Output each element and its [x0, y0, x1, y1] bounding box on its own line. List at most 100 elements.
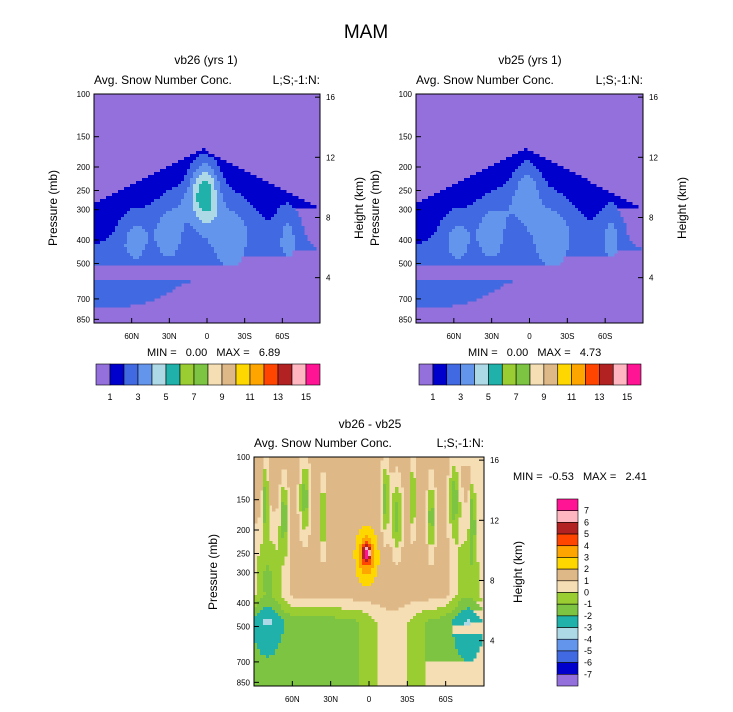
- contour-cell: [416, 235, 432, 239]
- contour-cell: [452, 502, 459, 506]
- colorbar-label: 9: [541, 392, 546, 402]
- contour-cell: [437, 523, 447, 527]
- contour-cell: [467, 619, 471, 623]
- contour-cell: [353, 598, 429, 602]
- contour-cell: [326, 559, 357, 563]
- contour-cell: [263, 493, 267, 497]
- contour-cell: [308, 541, 321, 545]
- contour-cell: [428, 535, 435, 539]
- contour-cell: [407, 661, 426, 665]
- colorbar-box: [460, 363, 475, 386]
- x-tick-label: 60N: [446, 332, 461, 341]
- contour-cell: [398, 562, 429, 566]
- contour-cell: [392, 532, 402, 536]
- contour-cell: [386, 484, 390, 488]
- y-axis-title: Pressure (mb): [206, 534, 220, 610]
- colorbar-box: [235, 363, 251, 386]
- contour-cell: [407, 643, 426, 647]
- x-tick-label: 0: [527, 332, 532, 341]
- contour-cell: [446, 187, 498, 191]
- colorbar-box: [571, 363, 586, 386]
- contour-cell: [452, 496, 459, 500]
- contour-cell: [398, 529, 402, 533]
- contour-cell: [368, 553, 372, 557]
- contour-cell: [449, 484, 453, 488]
- contour-cell: [127, 235, 149, 239]
- contour-cell: [286, 223, 290, 227]
- contour-cell: [398, 469, 411, 473]
- contour-cell: [428, 493, 435, 497]
- contour-cell: [614, 223, 627, 227]
- contour-cell: [428, 514, 435, 518]
- contour-cell: [455, 616, 480, 620]
- contour-cell: [395, 517, 399, 521]
- contour-cell: [398, 514, 402, 518]
- contour-cell: [254, 667, 360, 671]
- panel-right-label: L;S;-1:N:: [273, 73, 320, 87]
- contour-cell: [94, 262, 224, 266]
- contour-cell: [130, 208, 173, 212]
- contour-cell: [428, 499, 435, 503]
- contour-cell: [374, 556, 381, 560]
- contour-cell: [254, 595, 264, 599]
- contour-cell: [473, 556, 477, 560]
- contour-cell: [365, 550, 369, 554]
- contour-cell: [458, 568, 480, 572]
- contour-cell: [575, 205, 606, 209]
- contour-cell: [302, 475, 309, 479]
- contour-cell: [157, 241, 182, 245]
- y-right-tick-label: 8: [649, 213, 654, 222]
- contour-cell: [392, 529, 396, 533]
- contour-cell: [193, 226, 248, 230]
- contour-cell: [494, 163, 522, 167]
- contour-cell: [94, 289, 173, 293]
- contour-cell: [289, 202, 311, 206]
- contour-cell: [281, 637, 360, 641]
- contour-cell: [470, 514, 474, 518]
- contour-cell: [320, 505, 327, 509]
- contour-cell: [94, 301, 146, 305]
- contour-cell: [211, 205, 218, 209]
- contour-cell: [359, 676, 378, 680]
- contour-cell: [512, 202, 543, 206]
- contour-cell: [470, 520, 477, 524]
- contour-cell: [283, 250, 293, 254]
- contour-cell: [542, 199, 570, 203]
- contour-cell: [302, 511, 309, 515]
- contour-cell: [359, 631, 378, 635]
- contour-cell: [193, 199, 197, 203]
- contour-cell: [302, 520, 309, 524]
- contour-cell: [94, 253, 131, 257]
- contour-cell: [470, 496, 477, 500]
- contour-cell: [266, 565, 270, 569]
- contour-cell: [106, 196, 161, 200]
- figure-title: MAM: [344, 22, 388, 43]
- colorbar-box: [151, 363, 167, 386]
- contour-cell: [278, 544, 288, 548]
- contour-cell: [359, 667, 378, 671]
- contour-cell: [269, 484, 279, 488]
- contour-cell: [401, 481, 411, 485]
- contour-cell: [254, 643, 258, 647]
- contour-cell: [434, 481, 447, 485]
- contour-cell: [190, 178, 197, 182]
- contour-cell: [425, 655, 462, 659]
- contour-cell: [530, 232, 570, 236]
- contour-cell: [380, 562, 396, 566]
- contour-cell: [320, 532, 327, 536]
- contour-cell: [428, 619, 453, 623]
- contour-cell: [359, 637, 378, 641]
- contour-cell: [320, 538, 327, 542]
- panel-title: vb25 (yrs 1): [498, 53, 561, 67]
- contour-cell: [142, 250, 161, 254]
- contour-cell: [416, 472, 429, 476]
- contour-cell: [257, 562, 285, 566]
- contour-cell: [290, 532, 300, 536]
- y-axis-right-title: Height (km): [511, 541, 525, 603]
- contour-cell: [202, 172, 209, 176]
- contour-cell: [284, 622, 360, 626]
- contour-cell: [193, 172, 203, 176]
- contour-cell: [416, 232, 435, 236]
- contour-cell: [407, 622, 426, 626]
- contour-cell: [265, 217, 272, 221]
